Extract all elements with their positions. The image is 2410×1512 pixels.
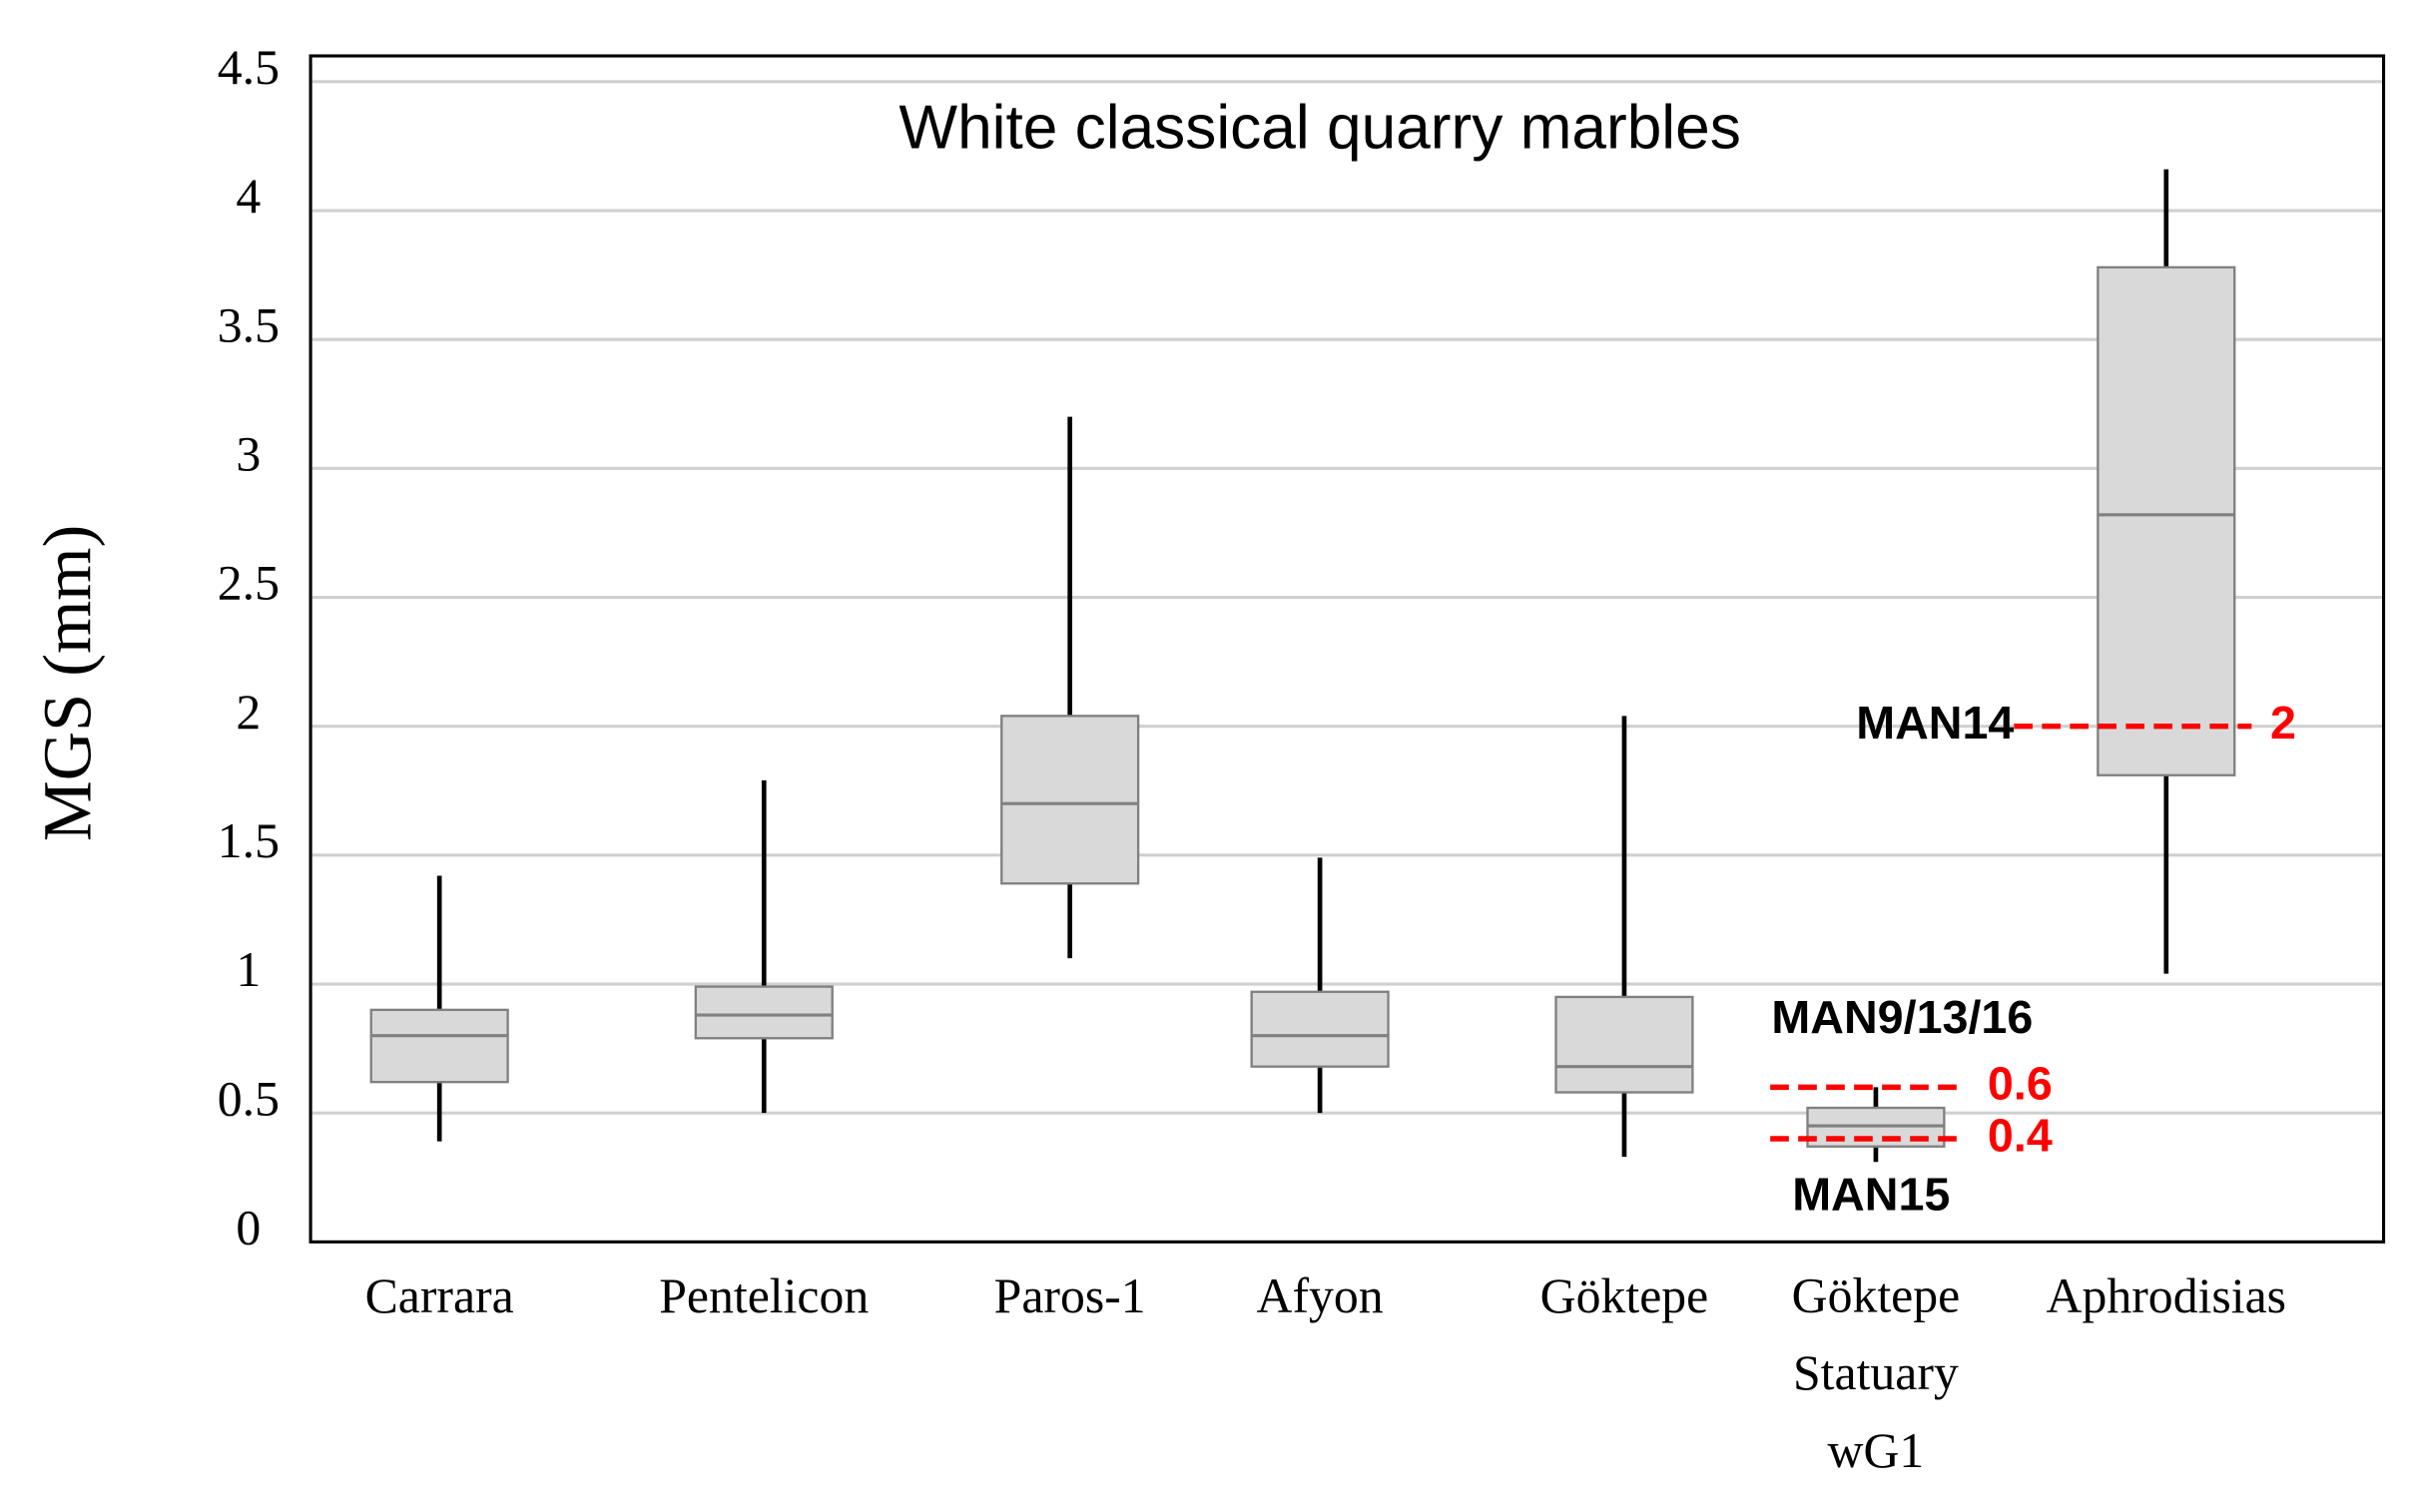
- box: [1000, 715, 1140, 885]
- y-tick-label: 3.5: [218, 297, 280, 352]
- y-axis-label: MGS (mm): [29, 525, 105, 841]
- box: [369, 1008, 509, 1084]
- annotation-text: MAN15: [1792, 1168, 1950, 1220]
- x-tick-label: Göktepe Statuary wG1: [1792, 1268, 1961, 1479]
- y-tick-label: 2.5: [218, 556, 280, 611]
- y-tick-label: 4: [236, 169, 261, 224]
- annotation-value: 0.6: [1988, 1058, 2053, 1110]
- chart-title: White classical quarry marbles: [899, 94, 1740, 163]
- x-tick-label: Afyon: [1257, 1268, 1384, 1323]
- x-tick-label-line: Göktepe: [1792, 1268, 1961, 1323]
- y-tick-label: 3: [236, 426, 261, 481]
- annotation-value: 2: [2270, 697, 2296, 749]
- annotation-value: 0.4: [1988, 1109, 2053, 1161]
- box: [1554, 995, 1694, 1094]
- x-tick-label: Aphrodisias: [2047, 1268, 2287, 1323]
- x-tick-label-line: Statuary: [1793, 1346, 1959, 1401]
- plot-frame: [308, 54, 2386, 1244]
- annotation-text: MAN9/13/16: [1771, 991, 2033, 1043]
- y-tick-label: 1.5: [218, 813, 280, 868]
- box: [694, 985, 834, 1040]
- x-tick-label: Pentelicon: [659, 1268, 869, 1323]
- annotation-text: MAN14: [1856, 697, 2014, 749]
- y-tick-label: 2: [236, 685, 261, 740]
- box: [1250, 990, 1390, 1068]
- y-tick-label: 4.5: [218, 40, 280, 95]
- x-tick-label-line: wG1: [1828, 1423, 1925, 1478]
- y-tick-label: 0: [236, 1200, 261, 1255]
- x-tick-label: Göktepe: [1540, 1268, 1709, 1323]
- x-tick-label: Paros-1: [994, 1268, 1146, 1323]
- x-tick-label: Carrara: [365, 1268, 514, 1323]
- y-tick-label: 0.5: [218, 1071, 280, 1126]
- y-tick-label: 1: [236, 942, 261, 997]
- box: [2097, 265, 2236, 776]
